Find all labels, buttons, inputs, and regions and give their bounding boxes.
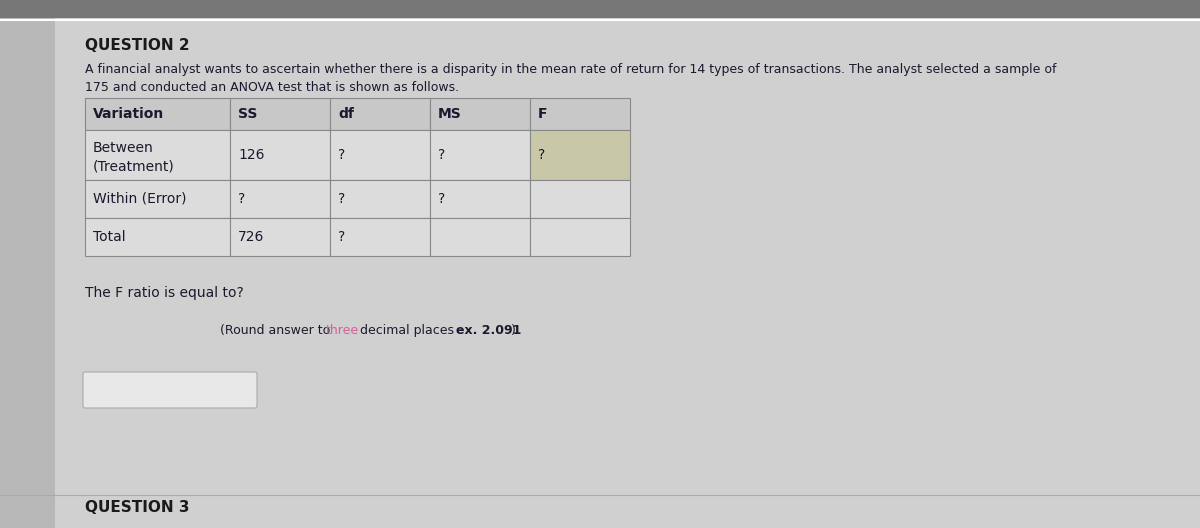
Text: QUESTION 2: QUESTION 2 bbox=[85, 38, 190, 53]
Text: Within (Error): Within (Error) bbox=[94, 192, 186, 206]
Text: df: df bbox=[338, 107, 354, 121]
Bar bbox=[85, 218, 230, 256]
Bar bbox=[330, 130, 430, 180]
Bar bbox=[330, 218, 430, 256]
Text: ?: ? bbox=[538, 148, 545, 162]
Text: ?: ? bbox=[338, 230, 346, 244]
Text: 175 and conducted an ANOVA test that is shown as follows.: 175 and conducted an ANOVA test that is … bbox=[85, 81, 460, 94]
Text: (Round answer to: (Round answer to bbox=[220, 324, 335, 337]
Bar bbox=[85, 180, 230, 218]
Bar bbox=[330, 98, 430, 130]
Text: decimal places: decimal places bbox=[356, 324, 458, 337]
Bar bbox=[530, 218, 630, 256]
Bar bbox=[530, 98, 630, 130]
Text: Total: Total bbox=[94, 230, 126, 244]
Bar bbox=[430, 180, 530, 218]
Text: ?: ? bbox=[438, 148, 445, 162]
Text: A financial analyst wants to ascertain whether there is a disparity in the mean : A financial analyst wants to ascertain w… bbox=[85, 63, 1056, 76]
Text: three: three bbox=[325, 324, 359, 337]
Text: Variation: Variation bbox=[94, 107, 164, 121]
Text: F: F bbox=[538, 107, 547, 121]
Bar bbox=[230, 180, 330, 218]
Bar bbox=[430, 218, 530, 256]
Text: (Treatment): (Treatment) bbox=[94, 159, 175, 173]
Bar bbox=[530, 130, 630, 180]
FancyBboxPatch shape bbox=[83, 372, 257, 408]
Bar bbox=[330, 180, 430, 218]
Bar bbox=[230, 98, 330, 130]
Bar bbox=[430, 130, 530, 180]
Bar bbox=[0, 0, 55, 528]
Text: ?: ? bbox=[238, 192, 245, 206]
Text: Between: Between bbox=[94, 140, 154, 155]
Bar bbox=[530, 180, 630, 218]
Text: The F ratio is equal to?: The F ratio is equal to? bbox=[85, 286, 244, 300]
Text: QUESTION 3: QUESTION 3 bbox=[85, 500, 190, 515]
Bar bbox=[230, 130, 330, 180]
Text: ?: ? bbox=[338, 192, 346, 206]
Text: 726: 726 bbox=[238, 230, 264, 244]
Bar bbox=[85, 130, 230, 180]
Bar bbox=[0, 0, 1200, 18]
Text: MS: MS bbox=[438, 107, 462, 121]
Text: ?: ? bbox=[338, 148, 346, 162]
Bar bbox=[85, 98, 230, 130]
Text: ?: ? bbox=[438, 192, 445, 206]
Text: ): ) bbox=[511, 324, 516, 337]
Text: ex. 2.091: ex. 2.091 bbox=[456, 324, 521, 337]
Text: SS: SS bbox=[238, 107, 257, 121]
Bar bbox=[430, 98, 530, 130]
Text: 126: 126 bbox=[238, 148, 264, 162]
Bar bbox=[230, 218, 330, 256]
